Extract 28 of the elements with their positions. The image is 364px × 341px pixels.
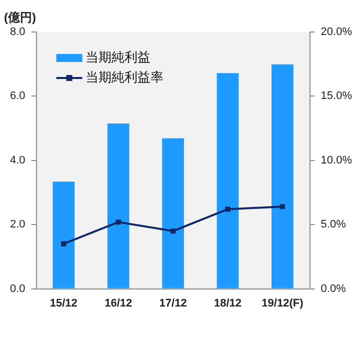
x-tick-label: 19/12(F): [262, 297, 304, 310]
x-tick-label: 18/12: [214, 297, 242, 310]
bar: [107, 123, 130, 288]
x-tick-label: 17/12: [159, 297, 187, 310]
y2-tick-label: 5.0%: [320, 218, 346, 231]
point: [116, 219, 121, 225]
y2-tick-label: 0.0%: [320, 282, 346, 295]
y2-tick-label: 10.0%: [320, 154, 352, 166]
legend-label: 当期純利益率: [85, 70, 164, 85]
y2-tick-label: 15.0%: [320, 90, 352, 102]
y-tick-label: 0.0: [10, 282, 26, 295]
y-tick-label: 6.0: [10, 90, 26, 102]
legend-label: 当期純利益: [85, 50, 150, 65]
bar: [52, 182, 75, 288]
y-tick-label: 8.0: [10, 26, 26, 38]
point: [280, 204, 286, 210]
y-tick-label: 4.0: [10, 154, 26, 166]
y-tick-label: 2.0: [10, 218, 26, 231]
x-tick-label: 15/12: [50, 297, 78, 310]
point: [225, 206, 230, 212]
y2-tick-label: 20.0%: [320, 26, 352, 38]
point: [170, 228, 176, 234]
bar: [216, 73, 239, 288]
point: [61, 241, 66, 246]
bar: [272, 64, 294, 288]
y-axis-title: (億円): [4, 10, 36, 24]
bar: [162, 138, 184, 288]
x-tick-label: 16/12: [104, 297, 132, 310]
